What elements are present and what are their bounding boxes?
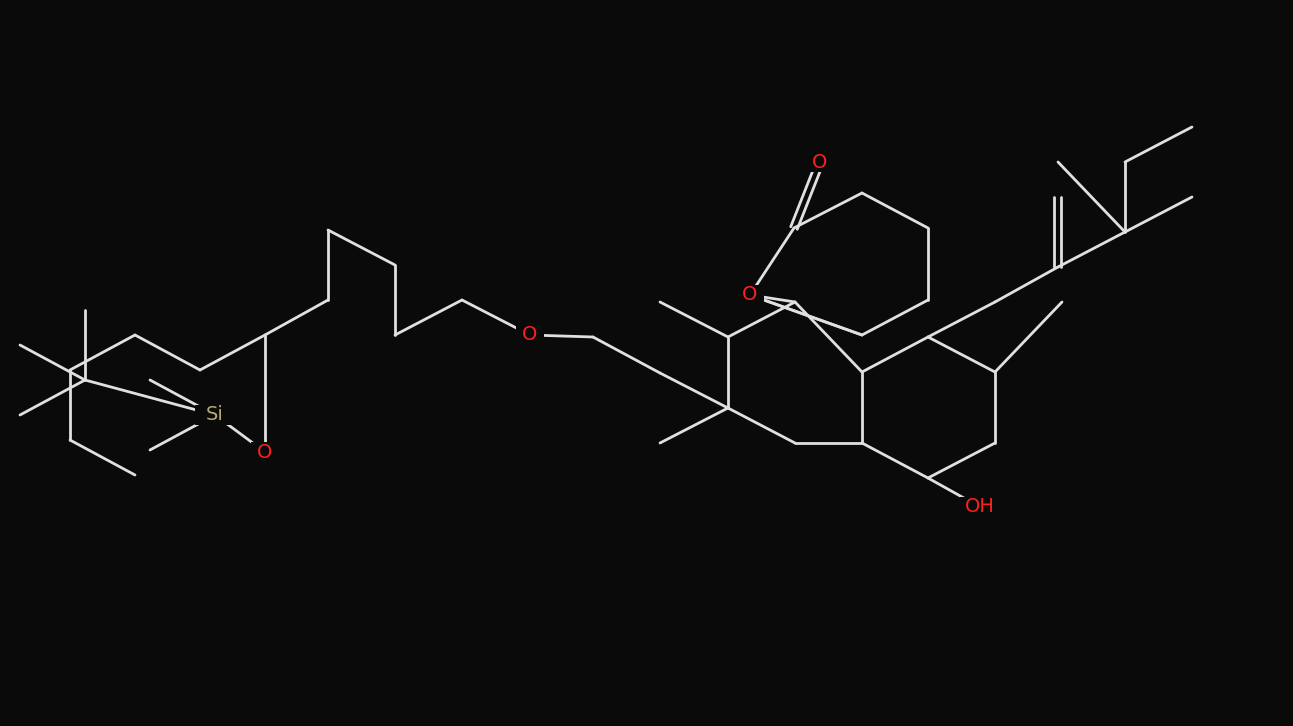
- Bar: [961, 497, 999, 517]
- Text: Si: Si: [206, 406, 224, 425]
- Bar: [806, 152, 834, 172]
- Text: OH: OH: [965, 497, 994, 516]
- Text: O: O: [522, 325, 538, 345]
- Text: O: O: [812, 152, 828, 171]
- Bar: [736, 285, 764, 305]
- Bar: [195, 405, 234, 425]
- Bar: [516, 325, 544, 345]
- Bar: [251, 442, 279, 462]
- Text: O: O: [742, 285, 758, 304]
- Text: O: O: [257, 443, 273, 462]
